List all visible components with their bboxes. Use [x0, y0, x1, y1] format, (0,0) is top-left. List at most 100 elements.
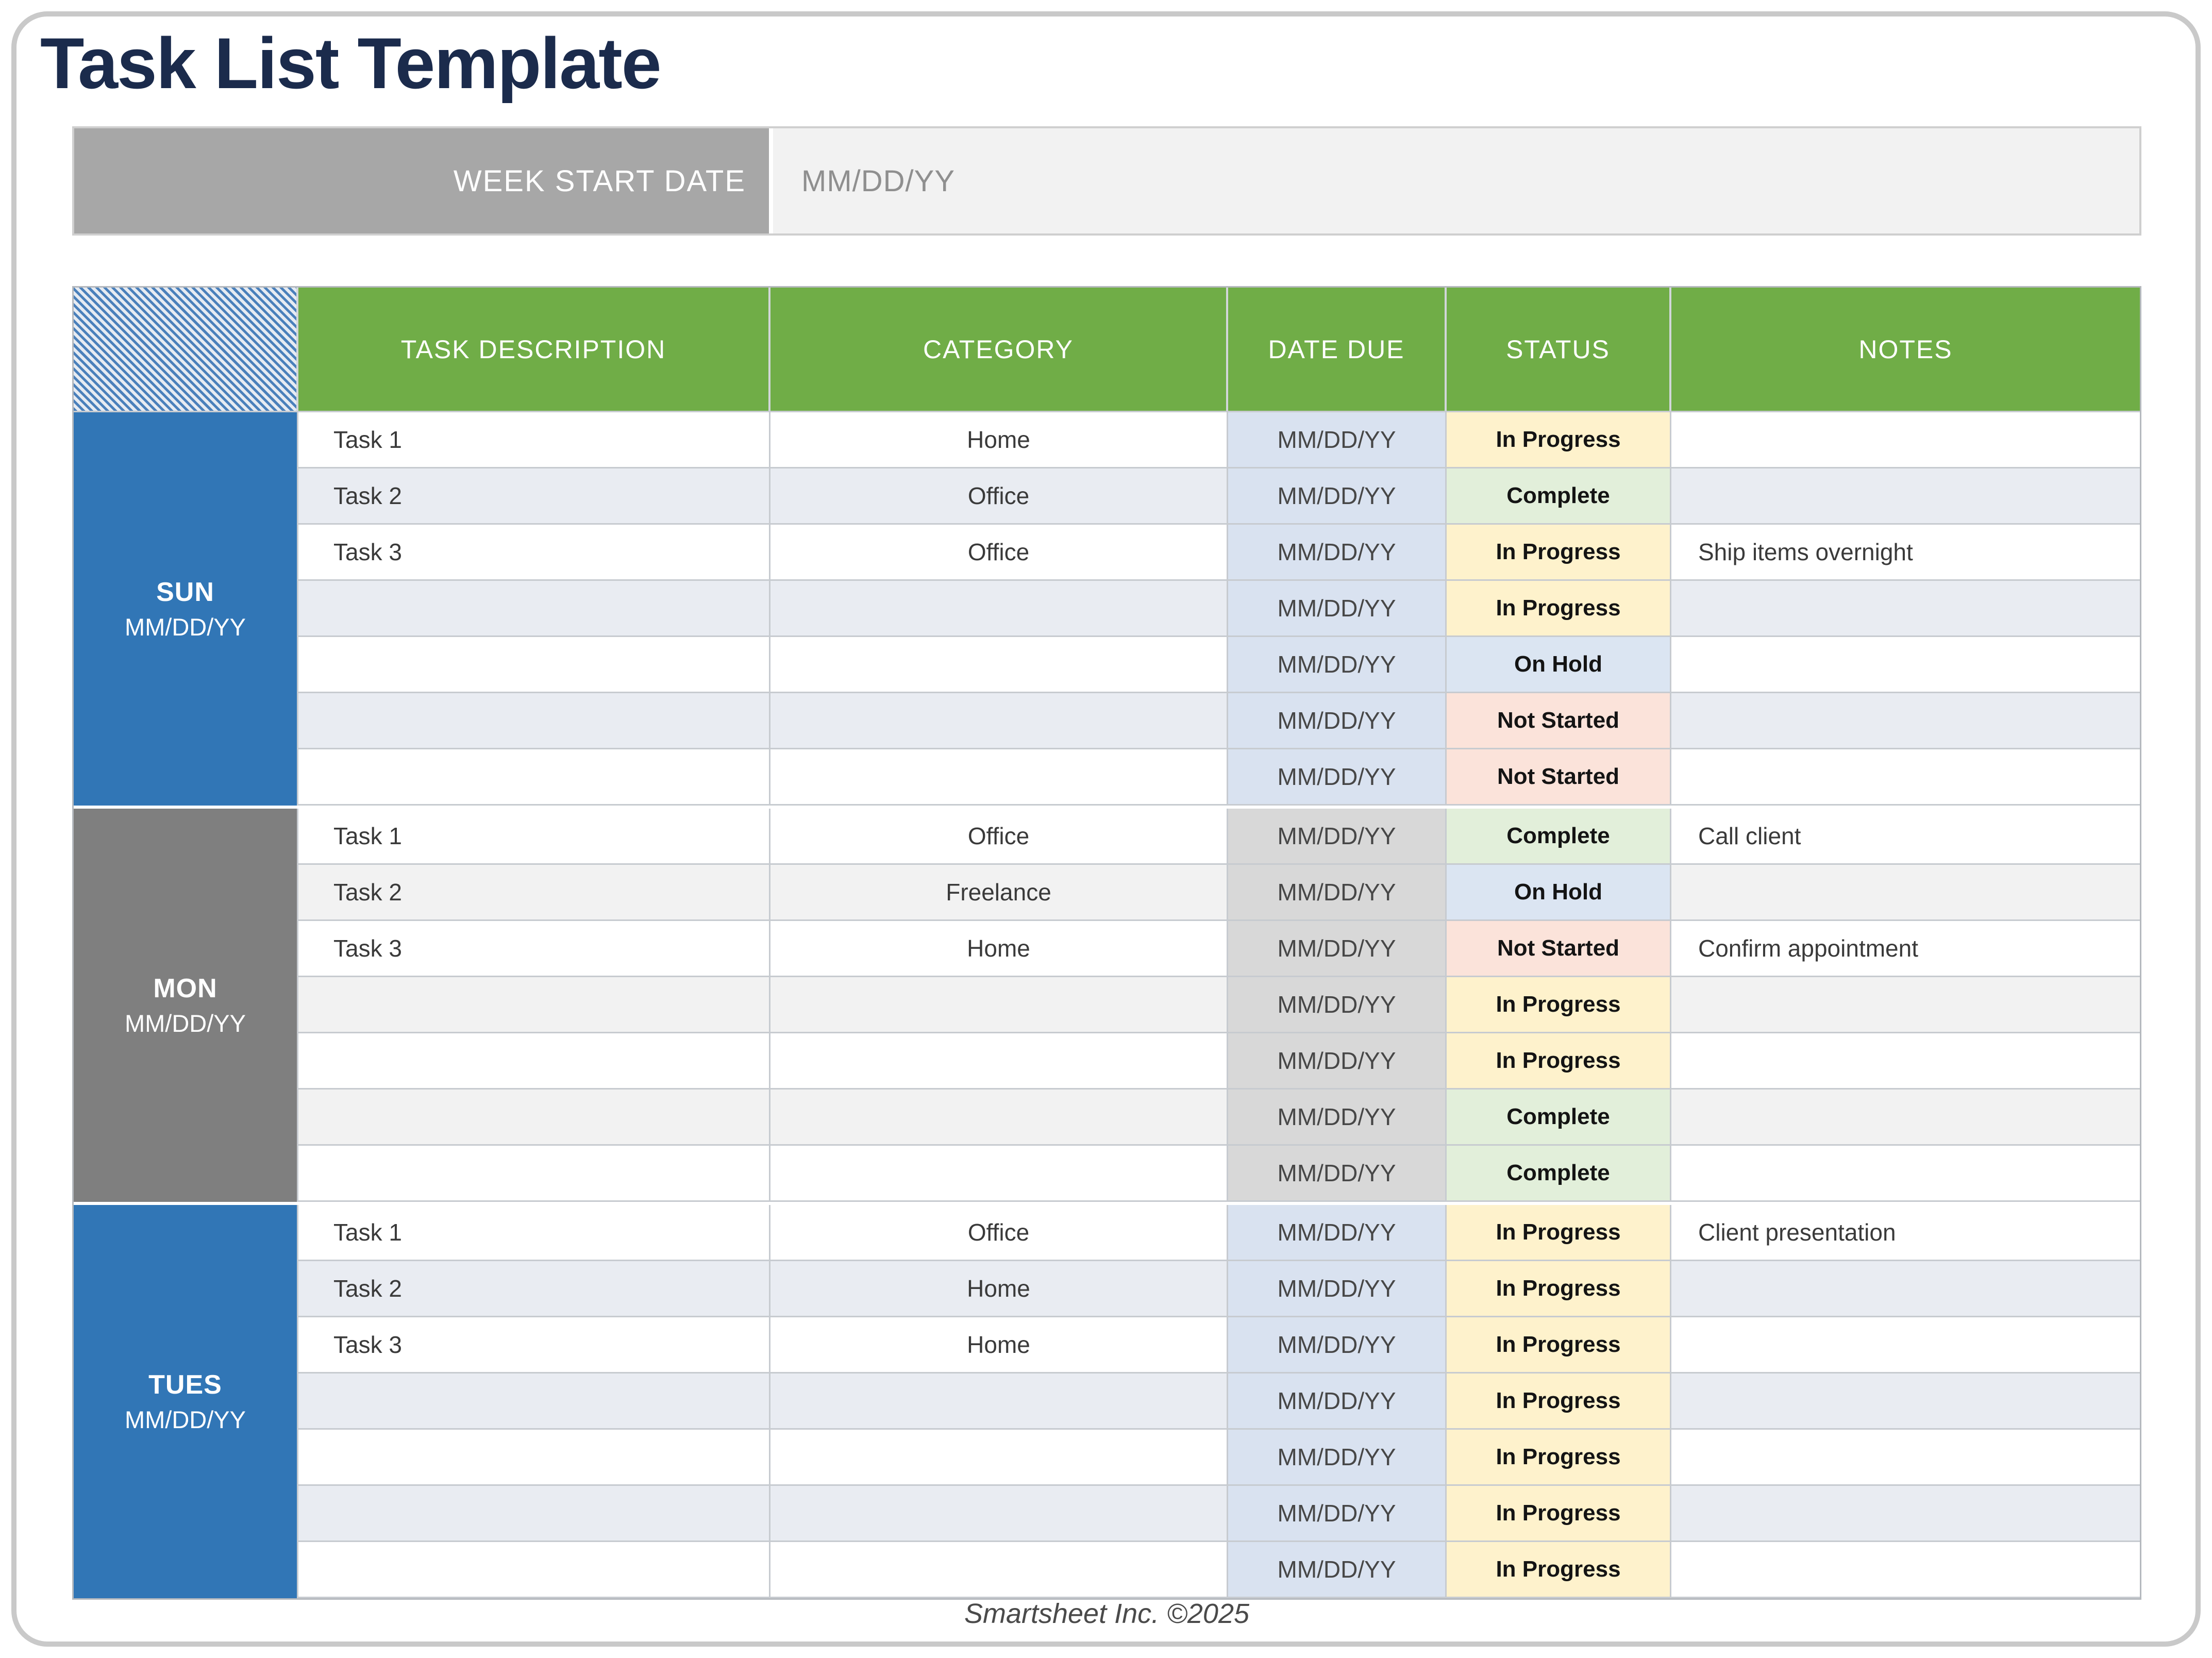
task-cell[interactable] [298, 1486, 770, 1542]
notes-cell[interactable] [1671, 1486, 2140, 1542]
status-cell[interactable]: Not Started [1447, 749, 1671, 806]
status-cell[interactable]: Complete [1447, 468, 1671, 525]
date-due-cell[interactable]: MM/DD/YY [1228, 637, 1447, 693]
notes-cell[interactable] [1671, 637, 2140, 693]
notes-cell[interactable] [1671, 693, 2140, 749]
notes-cell[interactable] [1671, 1430, 2140, 1486]
task-cell[interactable]: Task 1 [298, 412, 770, 468]
task-cell[interactable] [298, 1430, 770, 1486]
category-cell[interactable] [770, 977, 1228, 1033]
notes-cell[interactable]: Confirm appointment [1671, 921, 2140, 977]
date-due-cell[interactable]: MM/DD/YY [1228, 1542, 1447, 1598]
notes-cell[interactable] [1671, 1090, 2140, 1146]
category-cell[interactable] [770, 581, 1228, 637]
task-cell[interactable]: Task 1 [298, 809, 770, 865]
date-due-cell[interactable]: MM/DD/YY [1228, 1261, 1447, 1317]
task-cell[interactable] [298, 1542, 770, 1598]
task-cell[interactable] [298, 637, 770, 693]
date-due-cell[interactable]: MM/DD/YY [1228, 412, 1447, 468]
date-due-cell[interactable]: MM/DD/YY [1228, 1430, 1447, 1486]
status-cell[interactable]: Not Started [1447, 921, 1671, 977]
task-cell[interactable] [298, 977, 770, 1033]
status-cell[interactable]: In Progress [1447, 1430, 1671, 1486]
category-cell[interactable]: Office [770, 809, 1228, 865]
task-cell[interactable]: Task 3 [298, 1317, 770, 1374]
status-cell[interactable]: In Progress [1447, 1542, 1671, 1598]
date-due-cell[interactable]: MM/DD/YY [1228, 693, 1447, 749]
status-cell[interactable]: On Hold [1447, 865, 1671, 921]
status-cell[interactable]: In Progress [1447, 1317, 1671, 1374]
status-cell[interactable]: On Hold [1447, 637, 1671, 693]
notes-cell[interactable] [1671, 1033, 2140, 1090]
notes-cell[interactable] [1671, 749, 2140, 806]
category-cell[interactable] [770, 1090, 1228, 1146]
category-cell[interactable] [770, 1033, 1228, 1090]
notes-cell[interactable] [1671, 977, 2140, 1033]
status-cell[interactable]: In Progress [1447, 412, 1671, 468]
category-cell[interactable] [770, 1542, 1228, 1598]
notes-cell[interactable] [1671, 1261, 2140, 1317]
category-cell[interactable] [770, 1430, 1228, 1486]
task-cell[interactable]: Task 2 [298, 865, 770, 921]
day-date[interactable]: MM/DD/YY [125, 613, 246, 641]
status-cell[interactable]: In Progress [1447, 977, 1671, 1033]
task-cell[interactable] [298, 1146, 770, 1202]
status-cell[interactable]: In Progress [1447, 1486, 1671, 1542]
notes-cell[interactable] [1671, 1542, 2140, 1598]
status-cell[interactable]: In Progress [1447, 1374, 1671, 1430]
notes-cell[interactable]: Call client [1671, 809, 2140, 865]
category-cell[interactable]: Freelance [770, 865, 1228, 921]
day-date[interactable]: MM/DD/YY [125, 1406, 246, 1433]
task-cell[interactable] [298, 1033, 770, 1090]
date-due-cell[interactable]: MM/DD/YY [1228, 1486, 1447, 1542]
date-due-cell[interactable]: MM/DD/YY [1228, 749, 1447, 806]
date-due-cell[interactable]: MM/DD/YY [1228, 581, 1447, 637]
category-cell[interactable] [770, 637, 1228, 693]
task-cell[interactable] [298, 749, 770, 806]
status-cell[interactable]: Complete [1447, 1090, 1671, 1146]
task-cell[interactable] [298, 693, 770, 749]
category-cell[interactable]: Home [770, 412, 1228, 468]
task-cell[interactable]: Task 2 [298, 468, 770, 525]
notes-cell[interactable] [1671, 581, 2140, 637]
status-cell[interactable]: In Progress [1447, 1261, 1671, 1317]
date-due-cell[interactable]: MM/DD/YY [1228, 1090, 1447, 1146]
task-cell[interactable]: Task 3 [298, 921, 770, 977]
category-cell[interactable] [770, 1146, 1228, 1202]
date-due-cell[interactable]: MM/DD/YY [1228, 1205, 1447, 1261]
category-cell[interactable]: Home [770, 1261, 1228, 1317]
category-cell[interactable] [770, 693, 1228, 749]
category-cell[interactable]: Home [770, 1317, 1228, 1374]
status-cell[interactable]: In Progress [1447, 1033, 1671, 1090]
category-cell[interactable] [770, 749, 1228, 806]
category-cell[interactable]: Office [770, 1205, 1228, 1261]
task-cell[interactable] [298, 1090, 770, 1146]
task-cell[interactable]: Task 3 [298, 525, 770, 581]
date-due-cell[interactable]: MM/DD/YY [1228, 865, 1447, 921]
status-cell[interactable]: Complete [1447, 809, 1671, 865]
date-due-cell[interactable]: MM/DD/YY [1228, 1146, 1447, 1202]
notes-cell[interactable] [1671, 468, 2140, 525]
notes-cell[interactable] [1671, 1317, 2140, 1374]
status-cell[interactable]: In Progress [1447, 1205, 1671, 1261]
category-cell[interactable]: Office [770, 525, 1228, 581]
category-cell[interactable]: Office [770, 468, 1228, 525]
day-date[interactable]: MM/DD/YY [125, 1010, 246, 1037]
date-due-cell[interactable]: MM/DD/YY [1228, 468, 1447, 525]
category-cell[interactable] [770, 1374, 1228, 1430]
date-due-cell[interactable]: MM/DD/YY [1228, 977, 1447, 1033]
notes-cell[interactable]: Client presentation [1671, 1205, 2140, 1261]
category-cell[interactable]: Home [770, 921, 1228, 977]
notes-cell[interactable]: Ship items overnight [1671, 525, 2140, 581]
date-due-cell[interactable]: MM/DD/YY [1228, 1374, 1447, 1430]
notes-cell[interactable] [1671, 1146, 2140, 1202]
task-cell[interactable] [298, 1374, 770, 1430]
status-cell[interactable]: Not Started [1447, 693, 1671, 749]
task-cell[interactable]: Task 1 [298, 1205, 770, 1261]
task-cell[interactable]: Task 2 [298, 1261, 770, 1317]
status-cell[interactable]: Complete [1447, 1146, 1671, 1202]
status-cell[interactable]: In Progress [1447, 581, 1671, 637]
date-due-cell[interactable]: MM/DD/YY [1228, 1317, 1447, 1374]
date-due-cell[interactable]: MM/DD/YY [1228, 921, 1447, 977]
notes-cell[interactable] [1671, 865, 2140, 921]
